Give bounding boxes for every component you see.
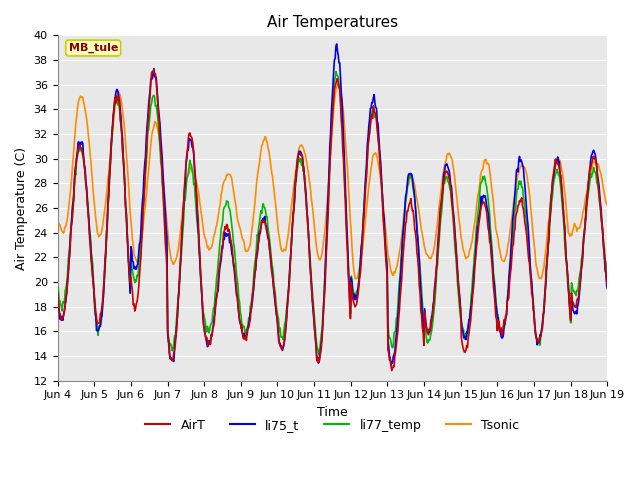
li77_temp bbox=[316, 352, 323, 358]
li77_temp bbox=[54, 285, 61, 291]
AirT bbox=[120, 168, 128, 174]
AirT bbox=[604, 285, 611, 290]
Title: Air Temperatures: Air Temperatures bbox=[267, 15, 398, 30]
li77_temp bbox=[332, 69, 340, 74]
li77_temp bbox=[120, 169, 128, 175]
Text: MB_tule: MB_tule bbox=[68, 43, 118, 53]
AirT bbox=[177, 253, 184, 259]
li75_t bbox=[333, 41, 340, 47]
li77_temp bbox=[176, 275, 184, 280]
li75_t bbox=[54, 290, 61, 296]
AirT bbox=[417, 308, 425, 314]
X-axis label: Time: Time bbox=[317, 406, 348, 419]
li75_t bbox=[176, 269, 184, 275]
Tsonic bbox=[401, 204, 408, 210]
AirT bbox=[388, 368, 396, 373]
Tsonic bbox=[417, 222, 425, 228]
li77_temp bbox=[205, 330, 213, 336]
AirT bbox=[150, 67, 157, 73]
Line: AirT: AirT bbox=[58, 70, 607, 371]
AirT bbox=[63, 277, 71, 283]
Tsonic bbox=[205, 247, 213, 253]
Line: li75_t: li75_t bbox=[58, 44, 607, 365]
Tsonic bbox=[334, 81, 342, 87]
Tsonic bbox=[63, 215, 71, 221]
li77_temp bbox=[401, 211, 408, 217]
AirT bbox=[401, 232, 408, 238]
Line: li77_temp: li77_temp bbox=[58, 72, 607, 355]
li75_t bbox=[401, 206, 408, 212]
Tsonic bbox=[54, 216, 61, 222]
AirT bbox=[54, 289, 61, 295]
Line: Tsonic: Tsonic bbox=[58, 84, 607, 279]
Legend: AirT, li75_t, li77_temp, Tsonic: AirT, li75_t, li77_temp, Tsonic bbox=[141, 414, 525, 437]
li75_t bbox=[387, 362, 395, 368]
li75_t bbox=[604, 286, 611, 291]
li75_t bbox=[63, 281, 71, 287]
li75_t bbox=[417, 288, 425, 294]
AirT bbox=[206, 341, 214, 347]
Tsonic bbox=[352, 276, 360, 282]
Tsonic bbox=[176, 234, 184, 240]
Tsonic bbox=[120, 120, 128, 126]
li75_t bbox=[120, 165, 128, 170]
li75_t bbox=[205, 341, 213, 347]
li77_temp bbox=[604, 273, 611, 279]
Tsonic bbox=[604, 203, 611, 208]
li77_temp bbox=[63, 272, 71, 278]
Y-axis label: Air Temperature (C): Air Temperature (C) bbox=[15, 146, 28, 270]
li77_temp bbox=[417, 275, 425, 281]
